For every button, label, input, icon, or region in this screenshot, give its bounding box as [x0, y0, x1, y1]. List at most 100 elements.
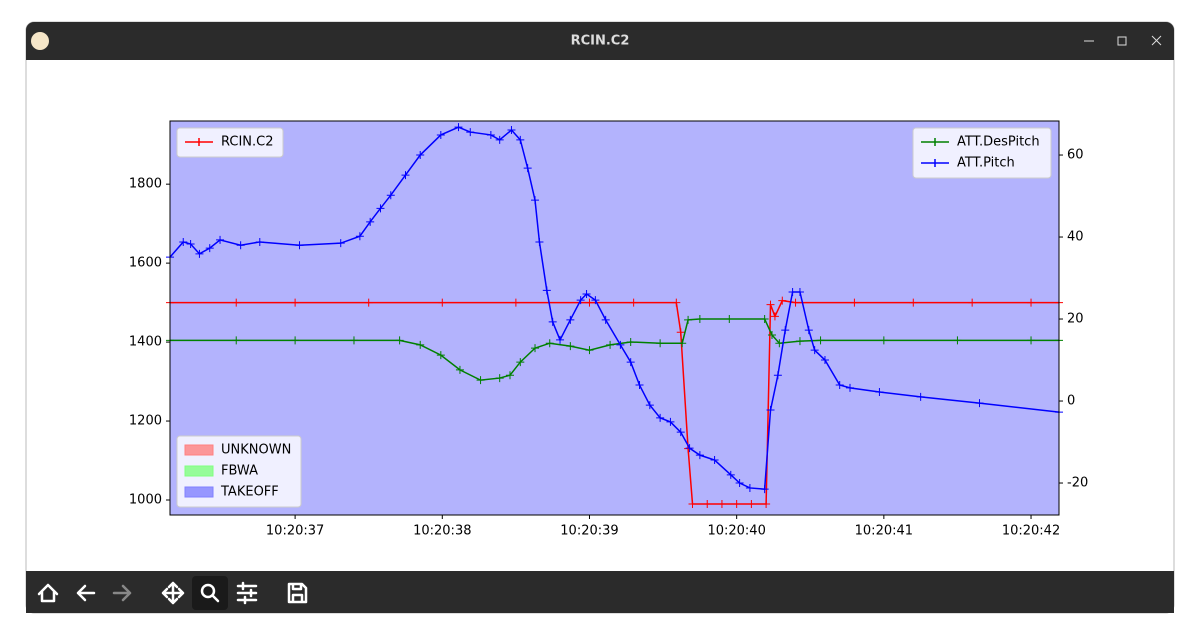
x-tick-label: 10:20:39 [560, 524, 618, 539]
point-marker [606, 340, 615, 349]
point-marker [845, 383, 854, 392]
point-marker [186, 239, 195, 248]
legend-label: UNKNOWN [221, 443, 291, 458]
point-marker [635, 381, 644, 390]
x-tick-label: 10:20:42 [1002, 524, 1060, 539]
point-marker [531, 196, 540, 205]
plot: 10:20:37 10:20:38 10:20:39 10:20:40 10:20:41… [129, 120, 1088, 539]
point-marker [355, 232, 364, 241]
x-tick-label: 10:20:37 [266, 524, 324, 539]
point-marker [695, 315, 704, 324]
legend-box [912, 127, 1052, 179]
point-marker [1027, 336, 1036, 345]
point-marker [762, 499, 771, 508]
point-marker [236, 241, 245, 250]
point-marker [601, 315, 610, 324]
legend-label: ATT.DesPitch [957, 135, 1040, 150]
point-marker [566, 315, 575, 324]
x-tick-label: 10:20:38 [413, 524, 471, 539]
point-marker [495, 135, 504, 144]
point-marker [766, 406, 775, 415]
pan-button[interactable] [161, 581, 185, 605]
point-marker [291, 298, 300, 307]
series-line [170, 299, 1059, 505]
forward-button[interactable] [112, 584, 132, 602]
point-marker [511, 298, 520, 307]
point-marker [585, 346, 594, 355]
legend-swatch [185, 138, 213, 146]
point-marker [336, 239, 345, 248]
zoom-button[interactable] [200, 583, 220, 603]
point-marker [745, 483, 754, 492]
y-tick-label: 1800 [129, 177, 162, 192]
close-button[interactable] [1151, 35, 1162, 46]
home-button[interactable] [37, 583, 59, 603]
point-marker [626, 358, 635, 367]
point-marker [710, 456, 719, 465]
y-tick-label: 1400 [129, 335, 162, 350]
point-marker [747, 499, 756, 508]
point-marker [386, 191, 395, 200]
maximize-button[interactable] [1117, 36, 1127, 46]
point-marker [726, 470, 735, 479]
point-marker [688, 499, 697, 508]
point-marker [585, 298, 594, 307]
point-marker [216, 235, 225, 244]
point-marker [376, 204, 385, 213]
point-marker [576, 296, 585, 305]
point-marker [566, 342, 575, 351]
point-marker [507, 126, 516, 135]
point-marker [676, 428, 685, 437]
point-marker [717, 499, 726, 508]
point-marker [678, 339, 687, 348]
back-button[interactable] [76, 584, 96, 602]
point-marker [626, 337, 635, 346]
point-marker [349, 336, 358, 345]
point-marker [732, 499, 741, 508]
point-marker [760, 485, 769, 494]
point-marker [810, 346, 819, 355]
point-marker [466, 128, 475, 137]
point-marker [436, 351, 445, 360]
y2-tick-label: 20 [1067, 312, 1084, 327]
point-marker [364, 298, 373, 307]
save-button[interactable] [287, 582, 308, 604]
legend-swatch [921, 138, 949, 146]
point-marker [695, 451, 704, 460]
point-marker [516, 135, 525, 144]
point-marker [909, 298, 918, 307]
point-marker [879, 336, 888, 345]
plot-background [170, 121, 1059, 515]
point-marker [820, 356, 829, 365]
point-marker [725, 315, 734, 324]
point-marker [616, 340, 625, 349]
plot-frame [169, 120, 1060, 516]
point-marker [629, 298, 638, 307]
point-marker [975, 399, 984, 408]
point-marker [816, 336, 825, 345]
point-marker [791, 298, 800, 307]
y2-tick-label: 60 [1067, 148, 1084, 163]
title-bar [26, 22, 1174, 60]
legend-swatch [184, 486, 214, 498]
point-marker [232, 298, 241, 307]
legend-box [176, 127, 284, 158]
point-marker [850, 298, 859, 307]
point-marker [548, 317, 557, 326]
configure-button[interactable] [236, 581, 258, 605]
y2-tick-label: 0 [1067, 394, 1075, 409]
point-marker [205, 244, 214, 253]
point-marker [523, 164, 532, 173]
point-marker [1027, 298, 1036, 307]
point-marker [416, 151, 425, 160]
point-marker [788, 287, 797, 296]
point-marker [476, 376, 485, 385]
point-marker [666, 417, 675, 426]
point-marker [516, 358, 525, 367]
point-marker [735, 479, 744, 488]
point-marker [531, 344, 540, 353]
point-marker [505, 371, 514, 380]
point-marker [645, 401, 654, 410]
